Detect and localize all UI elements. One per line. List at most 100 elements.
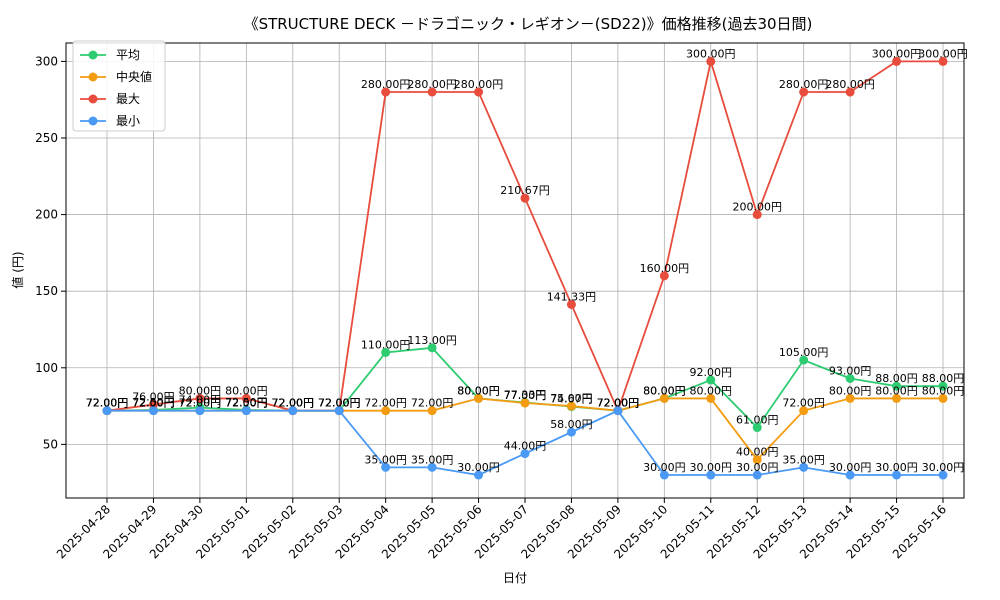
data-point (706, 375, 716, 385)
y-tick-label: 150 (35, 284, 58, 298)
x-axis-label: 日付 (503, 571, 527, 585)
data-label: 35.00円 (782, 453, 825, 466)
data-label: 72.00円 (132, 397, 175, 410)
data-point (566, 401, 576, 411)
data-point (659, 393, 669, 403)
data-label: 72.00円 (86, 397, 129, 410)
data-point (706, 470, 716, 480)
data-point (938, 56, 948, 66)
data-point (381, 87, 391, 97)
legend-marker (88, 116, 98, 126)
data-label: 72.00円 (179, 397, 222, 410)
data-point (474, 393, 484, 403)
data-label: 35.00円 (364, 453, 407, 466)
data-label: 93.00円 (829, 365, 872, 378)
data-point (241, 406, 251, 416)
plot-frame (65, 42, 965, 499)
data-point (520, 193, 530, 203)
data-point (892, 470, 902, 480)
data-point (752, 210, 762, 220)
data-label: 80.00円 (457, 384, 500, 397)
data-point (195, 393, 205, 403)
data-label: 80.00円 (922, 384, 965, 397)
data-point (706, 393, 716, 403)
data-point (938, 381, 948, 391)
y-tick-label: 50 (43, 437, 58, 451)
legend-label: 最小 (116, 114, 140, 128)
data-label: 80.00円 (643, 384, 686, 397)
y-tick-label: 100 (35, 361, 58, 375)
data-label: 80.00円 (690, 384, 733, 397)
data-label: 105.00円 (779, 346, 829, 359)
data-label: 280.00円 (454, 78, 504, 91)
data-point (566, 299, 576, 309)
data-label: 72.00円 (86, 397, 129, 410)
data-label: 72.00円 (132, 397, 175, 410)
data-point (381, 406, 391, 416)
data-point (102, 406, 112, 416)
data-label: 88.00円 (875, 372, 918, 385)
data-point (474, 87, 484, 97)
data-label: 72.00円 (86, 397, 129, 410)
data-label: 75.00円 (550, 392, 593, 405)
data-point (752, 423, 762, 433)
data-label: 30.00円 (690, 461, 733, 474)
legend-marker (88, 50, 98, 60)
data-point (845, 393, 855, 403)
data-label: 74.00円 (179, 394, 222, 407)
data-label: 72.00円 (318, 397, 361, 410)
data-label: 141.33円 (547, 290, 597, 303)
data-label: 30.00円 (875, 461, 918, 474)
data-label: 200.00円 (732, 201, 782, 214)
data-label: 44.00円 (504, 440, 547, 453)
data-label: 280.00円 (779, 78, 829, 91)
data-point (892, 56, 902, 66)
data-point (427, 343, 437, 353)
data-label: 280.00円 (361, 78, 411, 91)
data-label: 72.00円 (597, 397, 640, 410)
data-label: 80.00円 (225, 384, 268, 397)
y-tick-label: 250 (35, 131, 58, 145)
data-label: 300.00円 (918, 47, 968, 60)
legend-label: 最大 (116, 92, 140, 106)
data-label: 30.00円 (736, 461, 779, 474)
data-label: 30.00円 (457, 461, 500, 474)
data-label: 80.00円 (457, 384, 500, 397)
data-label: 72.00円 (272, 397, 315, 410)
data-label: 72.00円 (364, 397, 407, 410)
data-label: 72.50円 (132, 396, 175, 409)
data-label: 72.00円 (318, 397, 361, 410)
data-point (799, 355, 809, 365)
data-label: 113.00円 (407, 334, 457, 347)
data-label: 210.67円 (500, 184, 550, 197)
legend-marker (88, 94, 98, 104)
data-label-layer: 72.00円 72.50円 74.00円 72.50円 72.00円 72.00円110.… (86, 47, 968, 474)
data-point (845, 87, 855, 97)
data-point (427, 462, 437, 472)
data-label: 76.00円 (132, 391, 175, 404)
series-layer (102, 56, 948, 480)
data-point (381, 347, 391, 357)
data-point (520, 449, 530, 459)
data-label: 77.00円 (504, 389, 547, 402)
data-label: 72.50円 (225, 396, 268, 409)
y-tick-label: 300 (35, 54, 58, 68)
data-label: 72.00円 (179, 397, 222, 410)
data-point (938, 470, 948, 480)
data-label: 72.00円 (318, 397, 361, 410)
data-label: 72.00円 (597, 397, 640, 410)
data-point (752, 455, 762, 465)
data-label: 58.00円 (550, 418, 593, 431)
data-point (427, 87, 437, 97)
data-point (938, 393, 948, 403)
data-label: 30.00円 (643, 461, 686, 474)
data-point (381, 462, 391, 472)
data-point (474, 470, 484, 480)
data-point (334, 406, 344, 416)
data-label: 77.33円 (504, 389, 547, 402)
data-point (241, 393, 251, 403)
data-label: 88.00円 (922, 372, 965, 385)
data-label: 160.00円 (640, 262, 690, 275)
